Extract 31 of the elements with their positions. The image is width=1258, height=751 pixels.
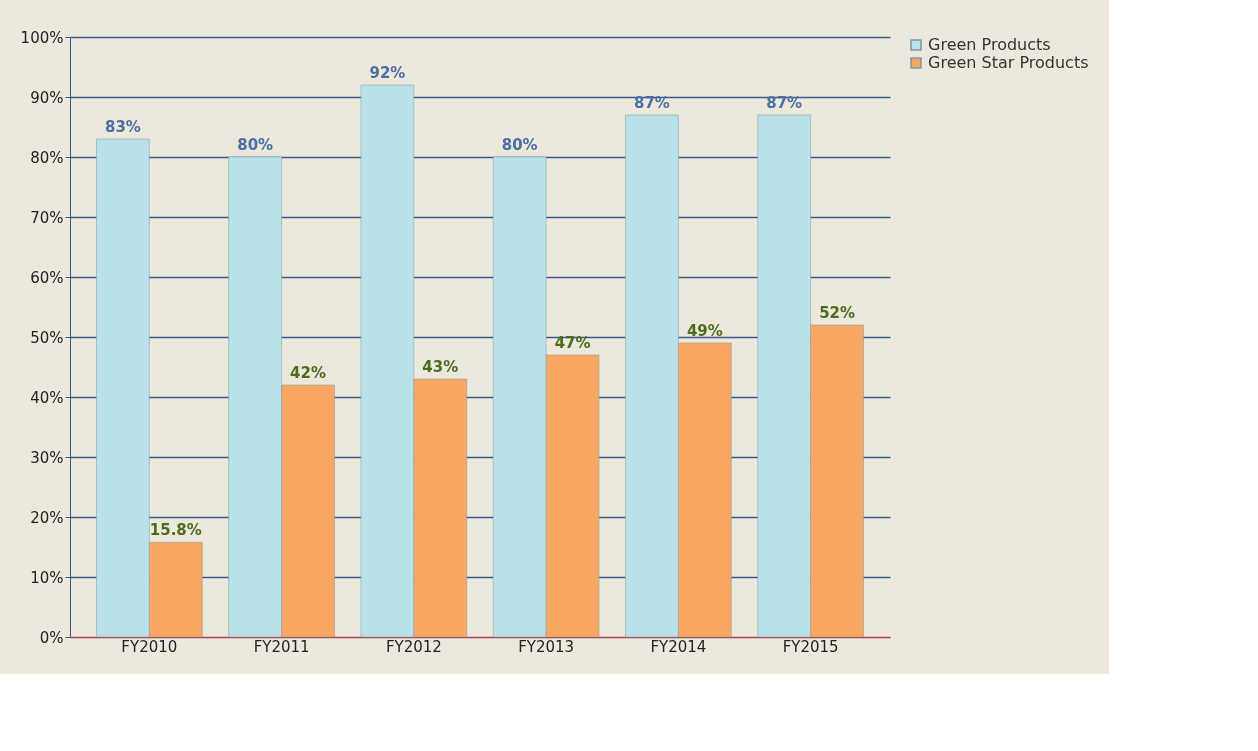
y-tick-label: 60%	[30, 268, 64, 287]
y-tick-label: 30%	[30, 448, 64, 467]
data-label: 80%	[237, 136, 274, 154]
data-label: 47%	[554, 334, 591, 352]
x-tick-label: FY2013	[518, 637, 575, 656]
data-label: 52%	[819, 304, 856, 322]
x-tick-label: FY2011	[253, 637, 310, 656]
data-label: 42%	[290, 364, 327, 382]
data-label: 43%	[422, 358, 459, 376]
y-tick-label: 50%	[30, 328, 64, 347]
data-label: 83%	[104, 118, 141, 136]
x-tick-label: FY2014	[650, 637, 707, 656]
y-tick-label: 40%	[30, 388, 64, 407]
data-label: 87%	[766, 94, 803, 112]
x-tick-label: FY2010	[121, 637, 178, 656]
legend-label: Green Star Products	[928, 53, 1089, 72]
y-tick-label: 10%	[30, 568, 64, 587]
y-tick-label: 100%	[20, 28, 64, 47]
data-label: 92%	[369, 64, 406, 82]
x-tick-label: FY2015	[782, 637, 839, 656]
data-label: 87%	[633, 94, 670, 112]
data-label: 80%	[501, 136, 538, 154]
data-label: 49%	[686, 322, 723, 340]
y-tick-label: 70%	[30, 208, 64, 227]
y-tick-label: 0%	[39, 628, 64, 647]
y-tick-label: 20%	[30, 508, 64, 527]
legend-label: Green Products	[928, 35, 1051, 54]
y-tick-label: 90%	[30, 88, 64, 107]
y-tick-label: 80%	[30, 148, 64, 167]
x-tick-label: FY2012	[385, 637, 442, 656]
data-label: 15.8%	[149, 521, 202, 540]
